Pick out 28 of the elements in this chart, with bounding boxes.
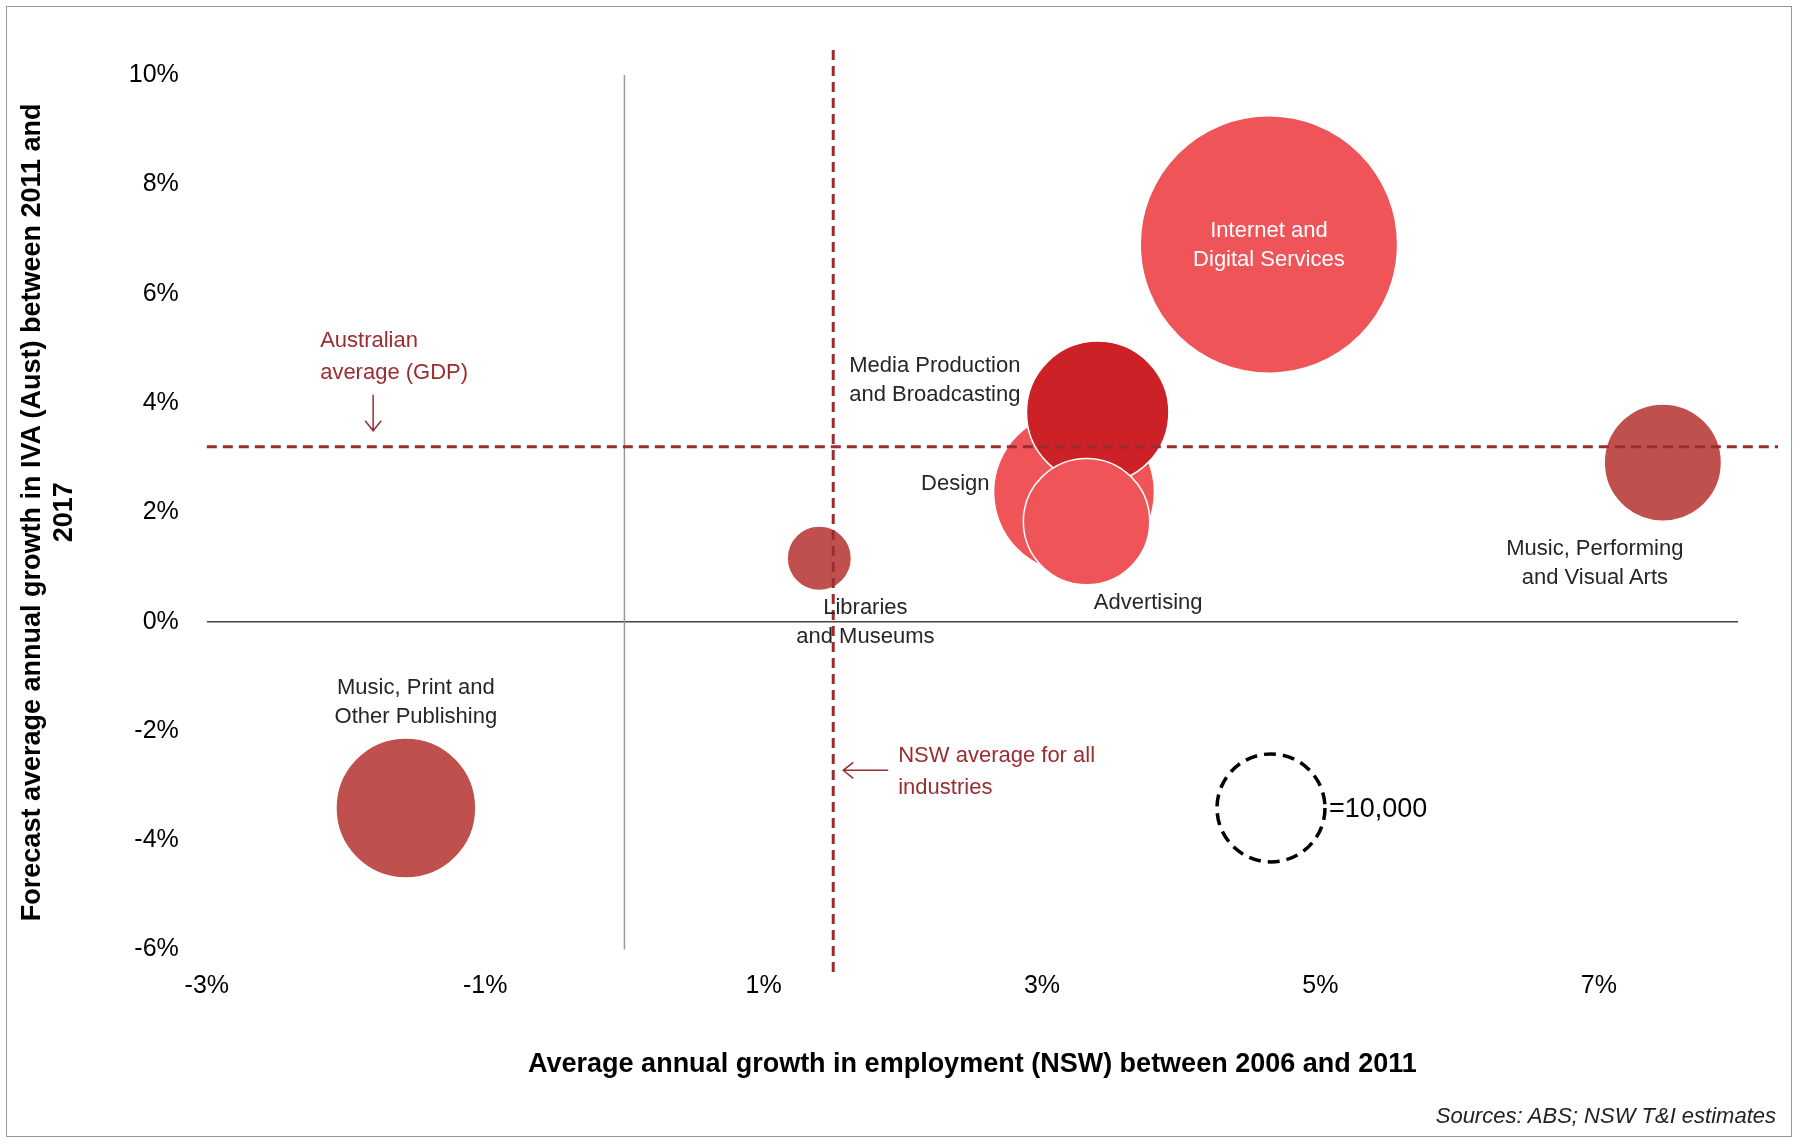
legend-label: =10,000 [1329,793,1428,824]
y-tick-label: -6% [134,933,179,962]
y-tick-label: 2% [142,496,179,525]
source-note: Sources: ABS; NSW T&I estimates [1435,1103,1776,1129]
series-label: Music, Performing and Visual Arts [1506,535,1684,590]
y-tick-label: -4% [134,824,179,853]
series-label: Media Production and Broadcasting [849,352,1021,407]
y-tick-label: 4% [142,386,179,415]
y-axis-title: Forecast average annual growth in IVA (Aust) between 2011 and 2017 [15,103,79,922]
y-tick-label: 8% [142,168,179,197]
ref-line-label: Australian average (GDP) [320,326,469,384]
x-axis-title: Average annual growth in employment (NSW) between 2006 and 2011 [528,1048,1417,1079]
ref-line-label: NSW average for all industries [898,742,1096,800]
y-tick-label: -2% [134,714,179,743]
x-tick-label: -3% [184,970,230,999]
x-tick-label: 1% [745,970,782,999]
y-tick-label: 0% [142,605,179,634]
y-tick-label: 10% [128,58,179,87]
x-tick-label: 7% [1580,970,1617,999]
y-tick-label: 6% [142,277,179,306]
series-label: Libraries and Museums [796,594,935,649]
series-label: Internet and Digital Services [1193,216,1345,271]
x-tick-label: -1% [463,970,508,999]
x-tick-label: 3% [1023,970,1061,999]
series-label: Design [921,470,990,496]
series-label: Advertising [1093,588,1203,614]
series-label: Music, Print and Other Publishing [334,674,498,729]
x-tick-label: 5% [1302,970,1339,999]
